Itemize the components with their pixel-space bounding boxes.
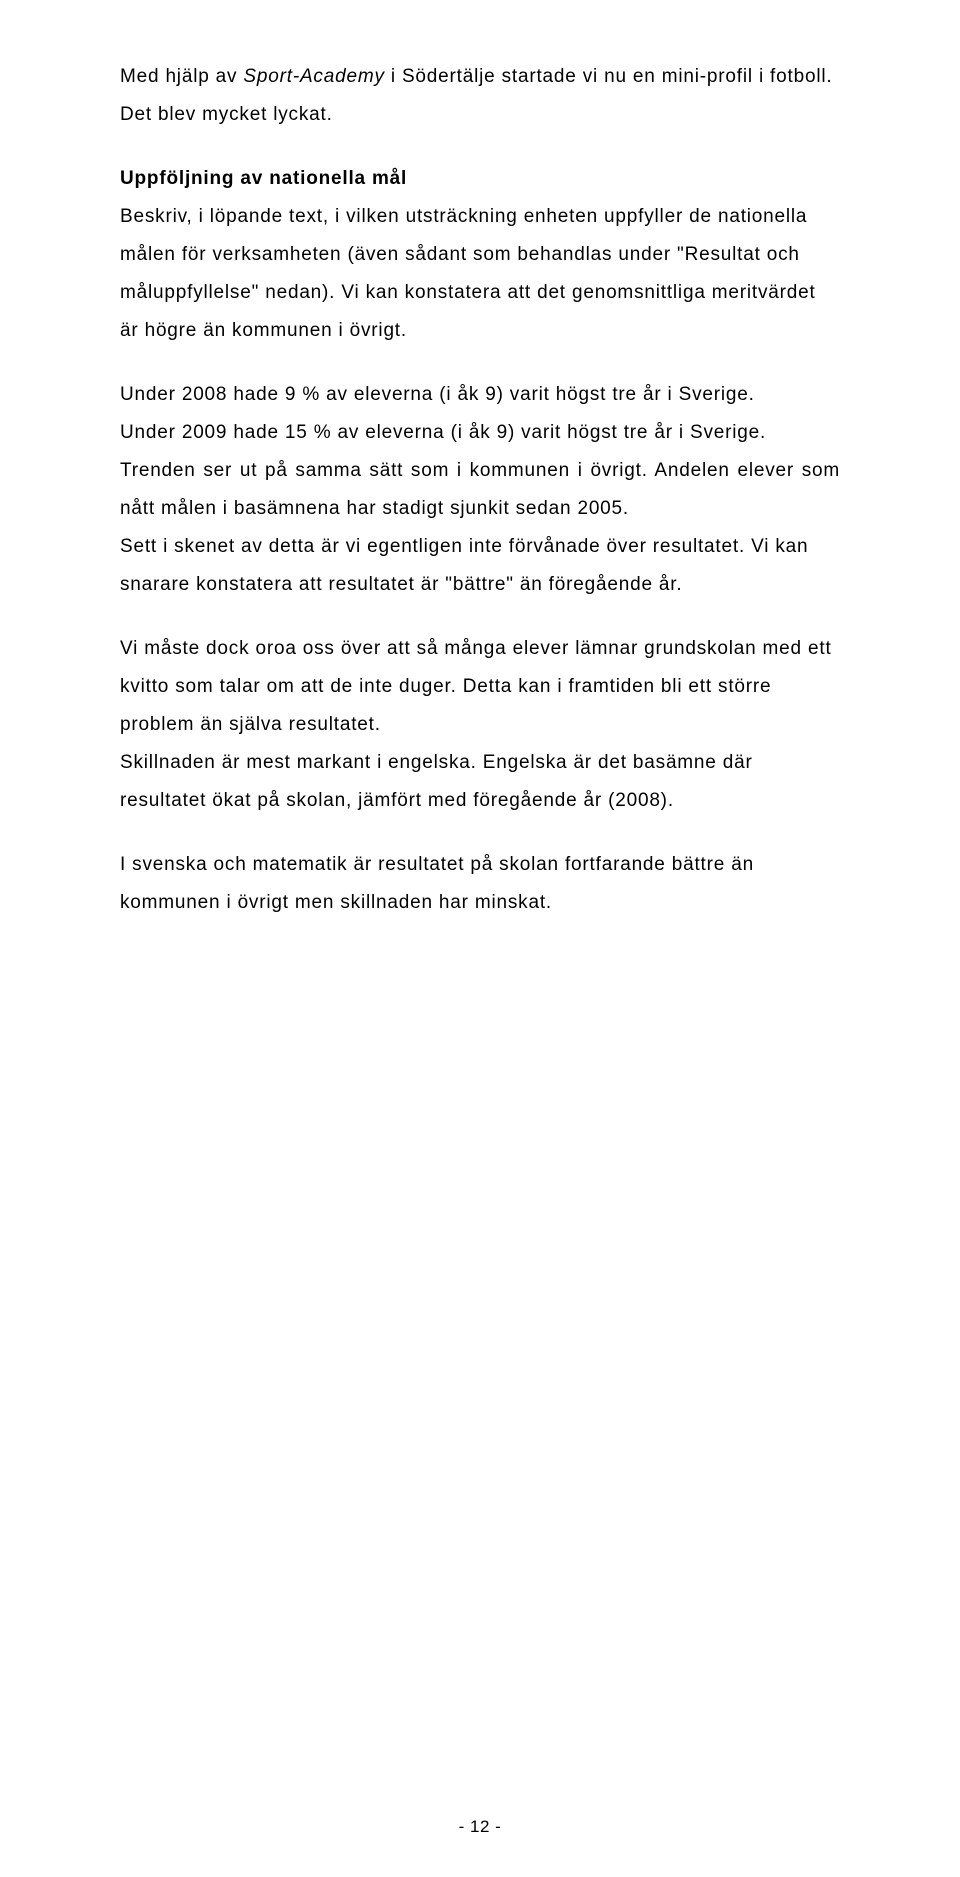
intro-text-italic: Sport-Academy [243,66,384,87]
intro-text-a: Med hjälp av [120,66,243,87]
result-paragraph: Sett i skenet av detta är vi egentligen … [120,528,840,604]
trend-paragraph: Trenden ser ut på samma sätt som i kommu… [120,452,840,528]
page-number: - 12 - [0,1817,960,1837]
section-body: Beskriv, i löpande text, i vilken utsträ… [120,198,840,350]
intro-paragraph: Med hjälp av Sport-Academy i Södertälje … [120,58,840,134]
concern-paragraph: Vi måste dock oroa oss över att så många… [120,630,840,744]
english-paragraph: Skillnaden är mest markant i engelska. E… [120,744,840,820]
page: Med hjälp av Sport-Academy i Södertälje … [0,0,960,1877]
swedish-math-paragraph: I svenska och matematik är resultatet på… [120,846,840,922]
stat-2009: Under 2009 hade 15 % av eleverna (i åk 9… [120,414,840,452]
section-heading: Uppföljning av nationella mål [120,160,840,198]
stat-2008: Under 2008 hade 9 % av eleverna (i åk 9)… [120,376,840,414]
